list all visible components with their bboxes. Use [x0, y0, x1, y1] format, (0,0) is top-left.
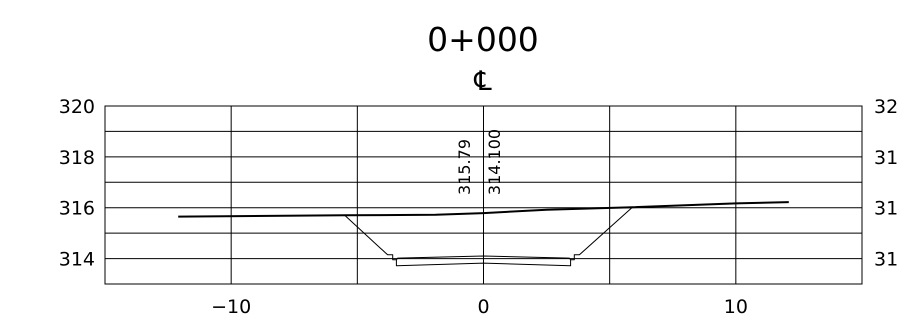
profile-lines	[178, 201, 789, 267]
y-tick-label-right: 318	[874, 147, 899, 169]
y-tick-label-left: 316	[59, 198, 95, 220]
x-tick-label: 0	[477, 296, 489, 318]
frame-rect	[104, 105, 863, 285]
grid	[105, 106, 862, 284]
y-tick-label-right: 316	[874, 198, 899, 220]
centerline-symbol: ℄	[473, 66, 492, 97]
design-section-line	[344, 206, 633, 261]
ground-line	[178, 201, 789, 218]
ground-elevation-label: 315.79	[455, 139, 474, 195]
y-tick-label-right: 314	[874, 249, 899, 271]
x-tick-label: −10	[211, 296, 251, 318]
y-tick-label-left: 320	[59, 96, 95, 118]
axis-labels: 320 320 318 318 316 316 314 314 −10 0 10	[59, 96, 899, 318]
design-elevation-label: 314.100	[485, 129, 504, 195]
y-tick-label-right: 320	[874, 96, 899, 118]
plot-frame	[104, 105, 863, 285]
pavement-bottom-line	[395, 259, 572, 267]
y-tick-label-left: 318	[59, 147, 95, 169]
x-tick-label: 10	[724, 296, 748, 318]
elevation-annotations: 315.79 314.100	[455, 129, 504, 195]
y-tick-label-left: 314	[59, 249, 95, 271]
station-label: 0+000	[427, 20, 539, 59]
